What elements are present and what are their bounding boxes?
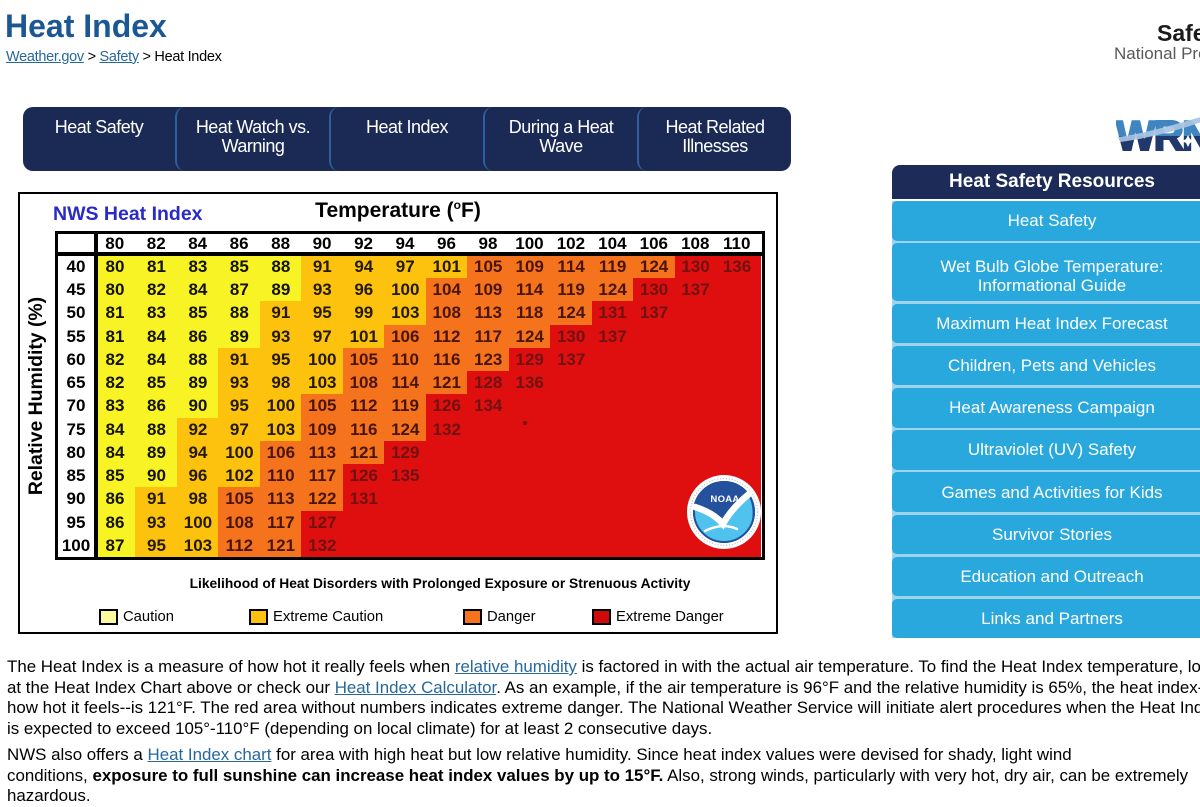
svg-text:NOAA: NOAA bbox=[710, 494, 739, 505]
svg-text:WRN: WRN bbox=[1116, 112, 1200, 157]
